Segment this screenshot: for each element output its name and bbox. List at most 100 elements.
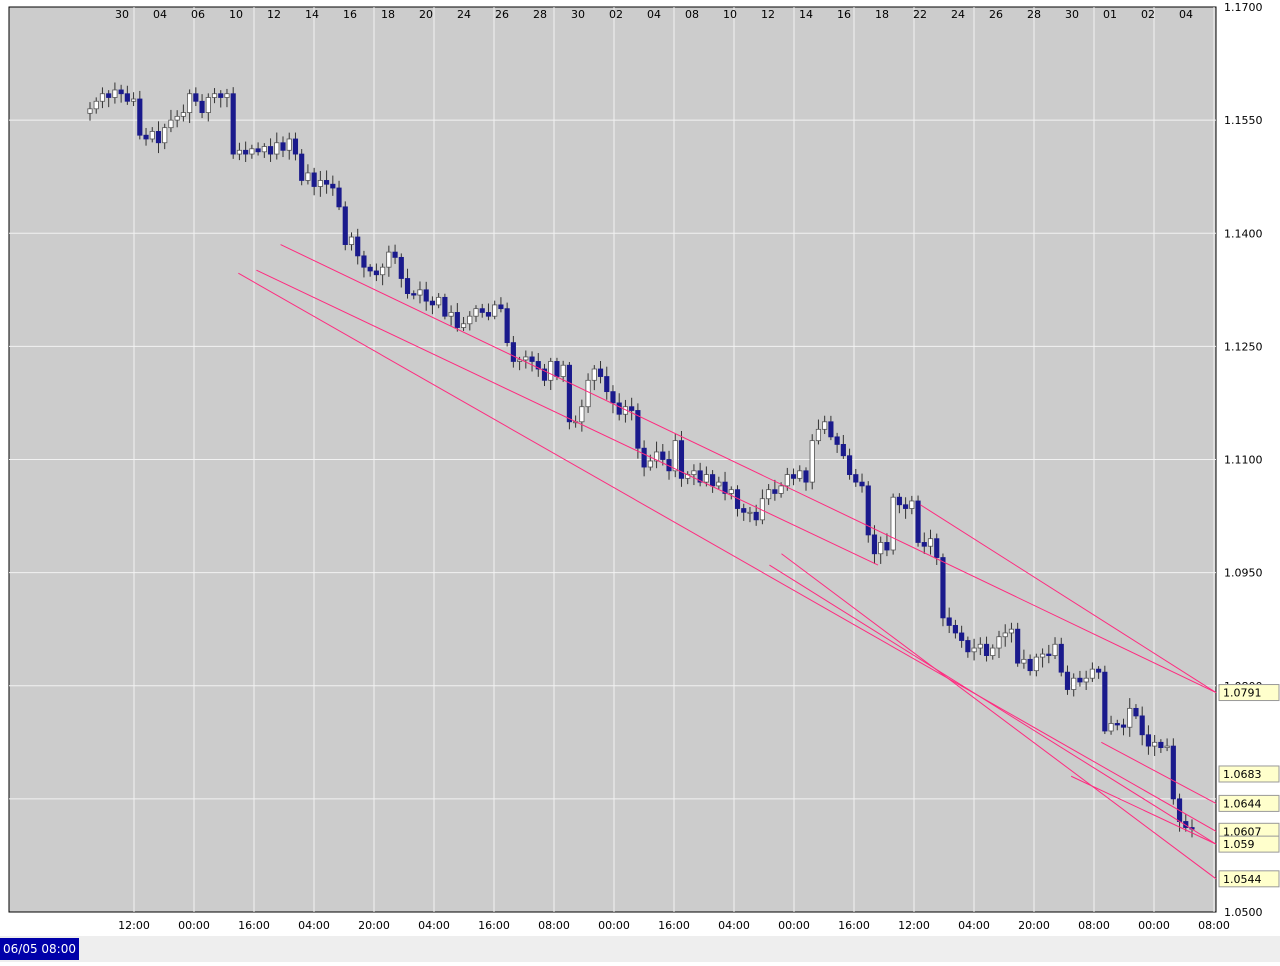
price-label-box: [1218, 765, 1280, 783]
candle-body: [460, 323, 467, 328]
candle-body: [1133, 707, 1139, 717]
x-top-date-label: 14: [305, 8, 319, 21]
candle-body: [479, 308, 485, 313]
candle-body: [510, 342, 516, 362]
candle-body: [1015, 628, 1021, 664]
cursor-date-label: 06/05 08:00: [0, 938, 79, 960]
x-tick-label: 20:00: [1018, 919, 1050, 932]
candle-body: [404, 278, 411, 294]
x-top-date-label: 30: [571, 8, 585, 21]
candle-body: [566, 364, 572, 423]
price-label-text: 1.059: [1223, 838, 1255, 851]
candle-body: [367, 266, 373, 272]
x-top-date-label: 10: [229, 8, 243, 21]
candle-body: [629, 406, 635, 411]
candle-body: [124, 93, 130, 102]
candle-body: [710, 474, 716, 487]
candle-body: [1058, 643, 1064, 673]
candle-body: [1027, 658, 1033, 672]
candle-body: [398, 256, 404, 279]
candle-body: [1145, 734, 1151, 747]
x-top-date-label: 22: [913, 8, 927, 21]
candle-body: [1152, 741, 1158, 747]
y-tick-label: 1.1250: [1224, 340, 1263, 353]
candle-body: [1039, 653, 1046, 658]
candle-body: [143, 134, 149, 140]
candle-body: [311, 172, 317, 187]
trendline: [920, 504, 1217, 693]
candle-body: [853, 474, 859, 483]
trendline: [280, 244, 1217, 693]
candle-body: [224, 93, 230, 98]
price-label-box: [1218, 794, 1280, 812]
candle-body: [517, 359, 523, 362]
candle-body: [324, 180, 330, 185]
candle-body: [131, 98, 137, 102]
x-top-date-label: 04: [647, 8, 661, 21]
candle-body: [249, 148, 255, 155]
candle-body: [87, 108, 93, 114]
candle-body: [149, 131, 155, 140]
trendline: [1070, 775, 1217, 845]
candle-body: [118, 89, 124, 95]
candle-body: [828, 421, 834, 438]
y-tick-label: 1.1700: [1224, 1, 1263, 14]
x-tick-label: 04:00: [298, 919, 330, 932]
candle-body: [878, 542, 884, 555]
candle-body: [485, 312, 492, 317]
candle-body: [1114, 723, 1120, 726]
candle-body: [703, 474, 709, 483]
candle-body: [977, 643, 983, 649]
price-label-box: [1218, 870, 1280, 888]
candle-body: [373, 270, 379, 276]
candle-body: [380, 266, 386, 276]
candle-body: [809, 440, 815, 483]
candle-body: [728, 489, 734, 494]
candle-body: [585, 379, 591, 408]
x-tick-label: 20:00: [358, 919, 390, 932]
candle-body: [1052, 643, 1058, 656]
x-top-date-label: 12: [761, 8, 775, 21]
candle-body: [672, 440, 678, 472]
candle-body: [442, 296, 448, 317]
candle-body: [162, 127, 168, 144]
candle-body: [529, 356, 535, 362]
candle-body: [1120, 724, 1127, 728]
candle-body: [255, 148, 261, 153]
candle-body: [1108, 723, 1114, 732]
candle-body: [1077, 677, 1083, 683]
candle-body: [678, 440, 685, 479]
x-top-date-label: 24: [457, 8, 471, 21]
candle-body: [946, 617, 952, 626]
x-top-date-label: 30: [1065, 8, 1079, 21]
candle-body: [1033, 656, 1039, 672]
candle-body: [890, 496, 896, 551]
candle-body: [280, 142, 286, 151]
candle-body: [822, 421, 828, 430]
candle-body: [342, 206, 348, 245]
candle-body: [261, 146, 267, 153]
x-tick-label: 00:00: [178, 919, 210, 932]
candle-body: [604, 376, 610, 393]
candle-body: [990, 647, 996, 656]
trendline: [256, 269, 879, 566]
candle-body: [355, 236, 361, 257]
candle-body: [1046, 653, 1052, 656]
candle-body: [865, 485, 871, 536]
candle-body: [523, 356, 529, 361]
candle-body: [1089, 668, 1095, 679]
candle-body: [1164, 745, 1170, 748]
candle-body: [436, 296, 442, 306]
x-tick-label: 16:00: [478, 919, 510, 932]
candle-body: [348, 236, 355, 245]
candle-body: [840, 444, 846, 457]
candle-body: [112, 89, 118, 98]
price-label-box: [1218, 835, 1280, 853]
y-tick-label: 1.0950: [1224, 567, 1263, 580]
candle-body: [361, 255, 367, 268]
candle-body: [548, 361, 554, 381]
candle-body: [647, 460, 653, 468]
x-top-date-label: 04: [153, 8, 167, 21]
